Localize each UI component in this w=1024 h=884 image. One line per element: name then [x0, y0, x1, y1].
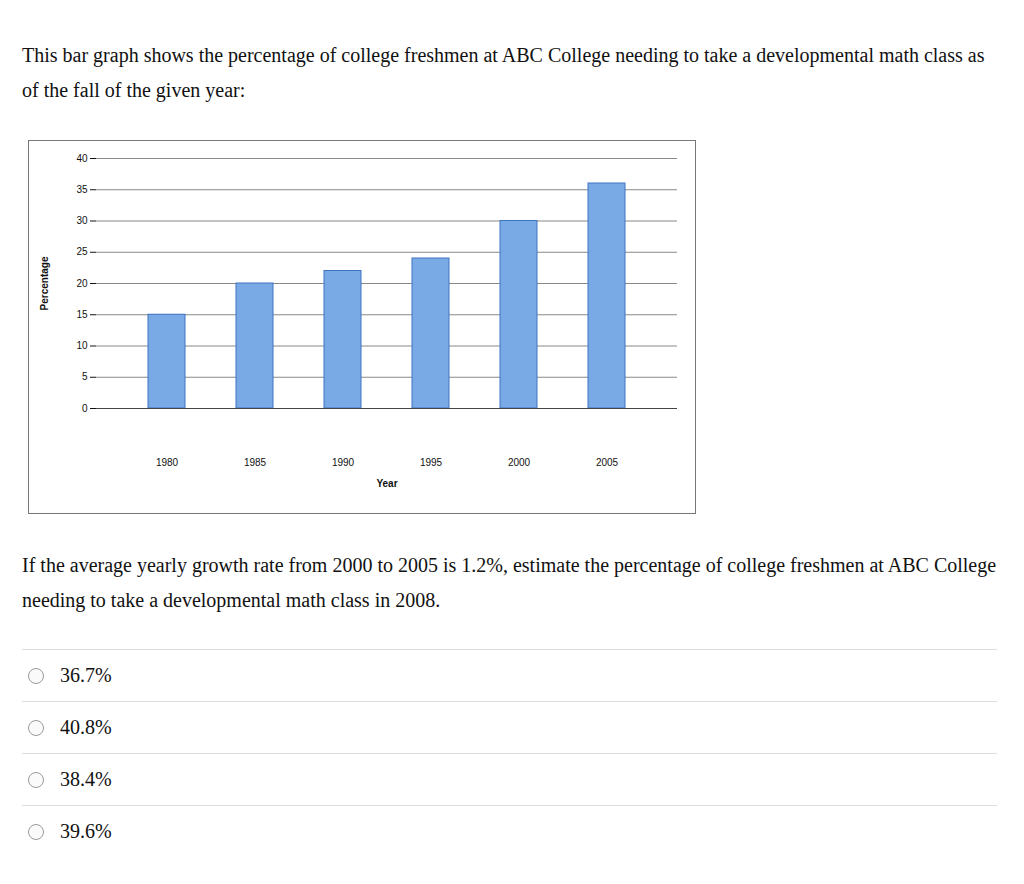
svg-text:40: 40 [76, 153, 88, 164]
svg-text:1980: 1980 [156, 457, 179, 468]
svg-text:30: 30 [76, 215, 88, 226]
svg-text:Year: Year [376, 478, 397, 489]
svg-text:0: 0 [82, 403, 88, 414]
svg-text:25: 25 [76, 246, 88, 257]
svg-text:1995: 1995 [420, 457, 443, 468]
html-text:40.8%: 40.8% [60, 716, 112, 738]
svg-text:1985: 1985 [244, 457, 267, 468]
svg-text:35: 35 [76, 184, 88, 195]
html-text:This bar graph shows the perce: This bar graph shows the percentage of c… [22, 44, 985, 101]
html-text:39.6%: 39.6% [60, 820, 112, 842]
svg-text:20: 20 [76, 278, 88, 289]
svg-text:10: 10 [76, 340, 88, 351]
svg-text:Percentage: Percentage [39, 256, 50, 310]
html-text:If the average yearly growth r: If the average yearly growth rate from 2… [22, 554, 997, 611]
svg-text:5: 5 [82, 371, 88, 382]
html-text:38.4%: 38.4% [60, 768, 112, 790]
svg-text:2000: 2000 [508, 457, 531, 468]
svg-text:15: 15 [76, 309, 88, 320]
html-text:36.7%: 36.7% [60, 664, 112, 686]
svg-text:2005: 2005 [596, 457, 619, 468]
svg-text:1990: 1990 [332, 457, 355, 468]
